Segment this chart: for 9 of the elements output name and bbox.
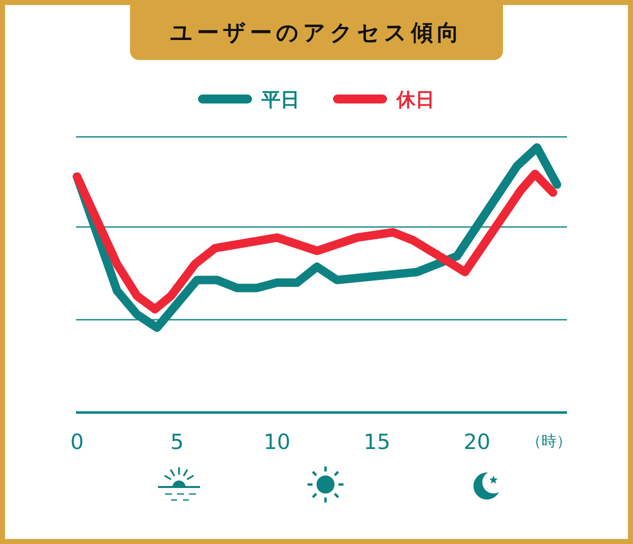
x-tick-label: 5 [170,430,184,454]
legend-label: 休日 [396,89,434,111]
x-tick-label: 0 [70,430,84,454]
x-tick-label: 10 [264,430,290,454]
x-tick-label: 20 [464,430,490,454]
x-tick-label: 15 [364,430,390,454]
chart-title: ユーザーのアクセス傾向 [170,21,463,46]
x-axis-title: （時） [526,432,572,450]
legend-label: 平日 [260,89,300,111]
